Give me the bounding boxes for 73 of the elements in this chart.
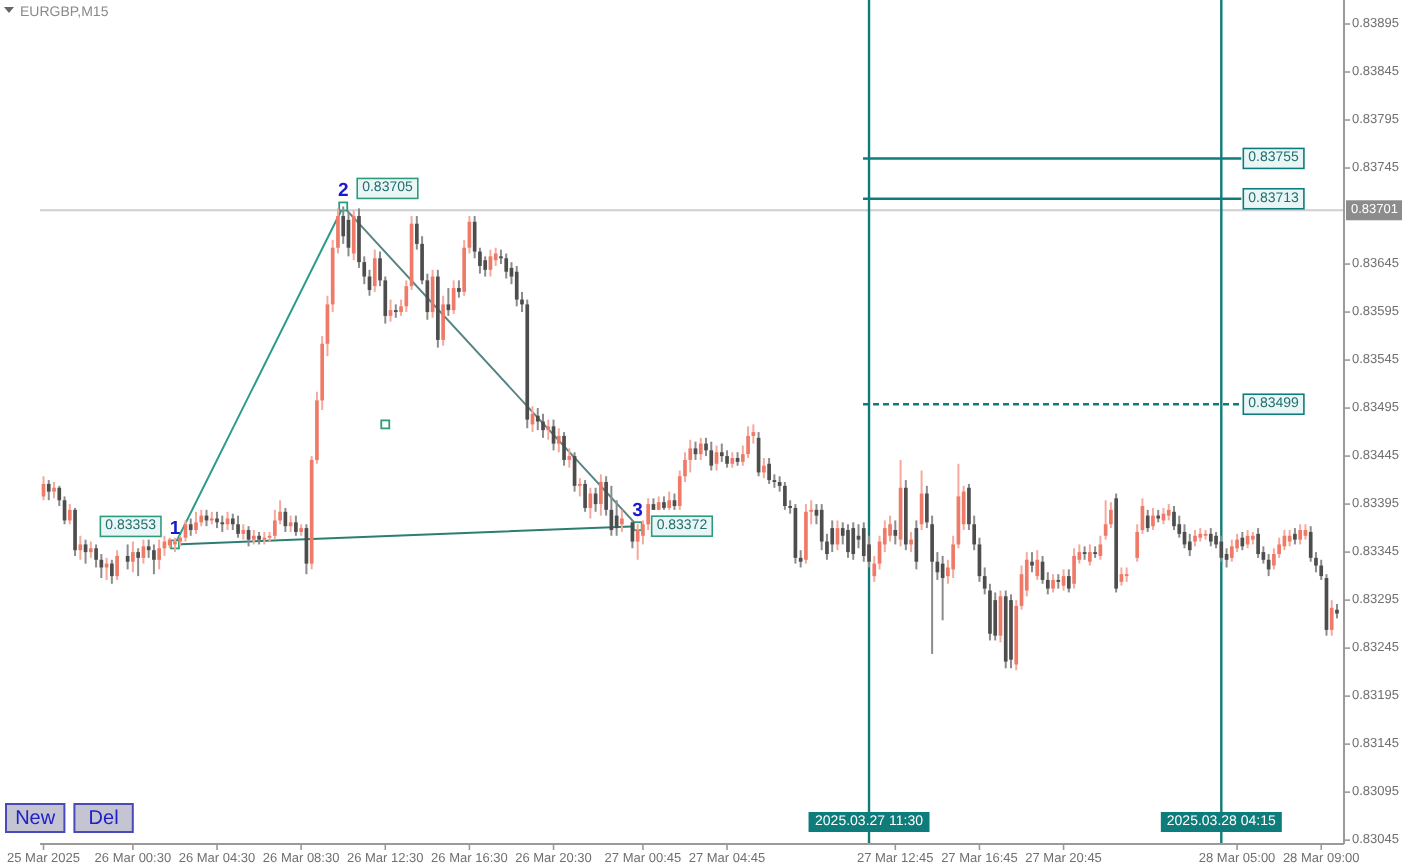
candlestick xyxy=(514,264,519,308)
candlestick xyxy=(767,457,771,485)
candlestick xyxy=(504,252,509,280)
candlestick xyxy=(1056,573,1061,590)
candlestick xyxy=(562,431,566,467)
candlestick xyxy=(762,457,766,480)
candlestick xyxy=(1256,527,1260,559)
candlestick xyxy=(236,514,240,539)
point xyxy=(380,419,391,430)
candlestick xyxy=(1172,505,1176,532)
candlestick xyxy=(1235,532,1239,554)
candlestick xyxy=(783,481,787,511)
candlestick xyxy=(372,248,377,293)
candlestick xyxy=(599,473,603,517)
button[interactable]: Del xyxy=(73,803,134,833)
candlestick xyxy=(861,521,866,563)
candlestick xyxy=(1124,566,1129,583)
candlestick xyxy=(1229,538,1234,563)
candlestick xyxy=(1066,568,1071,594)
candlestick xyxy=(893,519,898,546)
candlestick xyxy=(1145,508,1150,533)
annotation: 1 xyxy=(169,518,182,541)
candlestick xyxy=(541,412,545,439)
candlestick xyxy=(1298,523,1303,546)
candlestick xyxy=(1088,543,1092,567)
annotation: 3 xyxy=(632,500,643,523)
button[interactable]: New xyxy=(5,803,66,833)
candlestick xyxy=(1187,532,1192,557)
candlestick xyxy=(1329,599,1334,637)
candlestick xyxy=(1030,551,1034,574)
candlestick xyxy=(294,514,298,537)
candlestick xyxy=(78,534,83,561)
candlestick xyxy=(1208,527,1213,548)
candlestick xyxy=(846,523,850,559)
candlestick xyxy=(441,294,445,347)
candlestick xyxy=(556,427,561,454)
annotation: 2 xyxy=(337,180,349,203)
candlestick xyxy=(1051,573,1055,594)
candlestick xyxy=(115,549,119,581)
candlestick xyxy=(577,477,582,498)
candlestick xyxy=(583,479,587,513)
candlestick xyxy=(830,519,835,554)
candlestick xyxy=(73,506,77,557)
candlestick xyxy=(483,255,488,278)
candlestick xyxy=(1072,547,1076,590)
candlestick xyxy=(688,438,693,474)
candlestick xyxy=(46,479,51,502)
candlestick xyxy=(567,447,572,469)
annotation: Del xyxy=(88,808,119,830)
candlestick xyxy=(709,440,714,472)
candlestick xyxy=(131,540,135,574)
candlestick xyxy=(546,418,551,441)
candlestick xyxy=(819,503,824,552)
candlestick xyxy=(152,543,156,576)
candlestick xyxy=(273,508,277,541)
candlestick xyxy=(157,538,162,571)
candlestick xyxy=(535,407,540,432)
candlestick xyxy=(136,547,140,578)
candlestick xyxy=(993,591,998,642)
annotation: New xyxy=(15,808,57,830)
candlestick xyxy=(698,436,703,461)
candlestick xyxy=(851,521,856,561)
candlestick xyxy=(746,425,750,460)
candlestick xyxy=(1151,506,1155,532)
candlestick xyxy=(620,508,624,533)
candlestick xyxy=(719,442,724,463)
candlestick xyxy=(67,503,72,526)
candlestick xyxy=(110,558,114,585)
candlestick xyxy=(1219,534,1224,563)
candlestick xyxy=(667,490,672,511)
candlestick xyxy=(351,209,356,262)
candlestick xyxy=(1035,549,1040,581)
candlestick xyxy=(194,510,198,535)
